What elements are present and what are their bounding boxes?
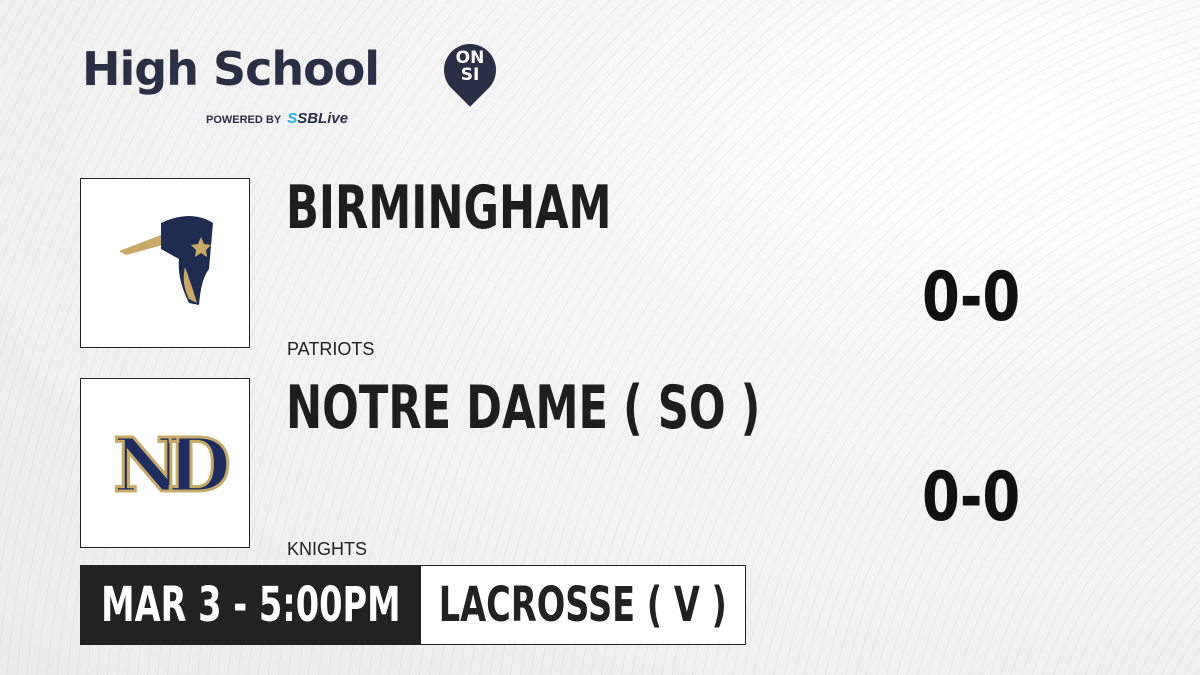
patriot-head-logo: [119, 216, 213, 305]
team-score-home: 0-0: [922, 258, 1021, 337]
team-logo-notre-dame: ND: [80, 378, 250, 548]
team-mascot-away: KNIGHTS: [287, 539, 368, 559]
svg-text:ND: ND: [113, 423, 229, 509]
team-mascot-home: PATRIOTS: [287, 339, 375, 359]
team-score-away: 0-0: [922, 458, 1021, 537]
nd-monogram-logo: ND: [112, 422, 245, 511]
game-sport: LACROSSE ( V ): [421, 566, 745, 644]
game-info-bar: MAR 3 - 5:00PM LACROSSE ( V ): [80, 565, 746, 645]
team-name-away: NOTRE DAME ( SO ): [286, 373, 761, 443]
team-logo-birmingham: [80, 178, 250, 348]
game-datetime: MAR 3 - 5:00PM: [81, 566, 421, 644]
powered-by: POWERED BY SSBLive: [206, 110, 349, 127]
brand-title: High School: [82, 42, 380, 96]
team-name-home: BIRMINGHAM: [286, 173, 612, 243]
high-school-on-si-logo: High School ON SI POWERED BY SSBLive: [82, 33, 507, 127]
pin-badge: ON SI: [455, 48, 485, 85]
